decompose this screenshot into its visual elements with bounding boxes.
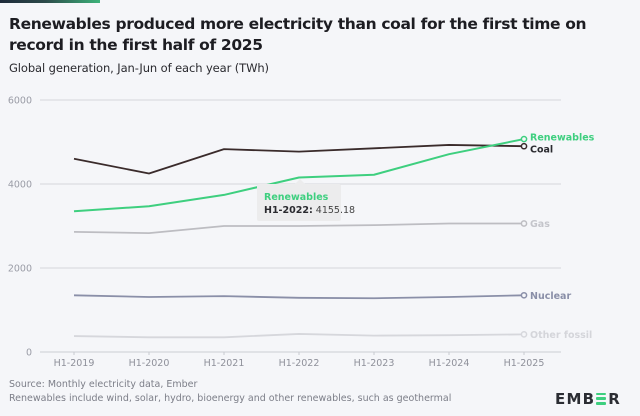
series-endpoint-renewables <box>520 135 528 143</box>
y-tick-label: 0 <box>26 348 32 359</box>
x-tick-label: H1-2024 <box>429 358 470 369</box>
series-label-gas: Gas <box>530 219 550 230</box>
y-tick-label: 4000 <box>8 180 32 191</box>
x-tick-label: H1-2021 <box>204 358 245 369</box>
chart-title: Renewables produced more electricity tha… <box>9 15 587 54</box>
series-endpoint-coal <box>520 142 528 150</box>
x-tick-label: H1-2023 <box>354 358 395 369</box>
logo-green-e-icon <box>596 392 607 405</box>
series-line-nuclear <box>73 294 525 300</box>
tooltip-key: H1-2022: <box>264 205 313 216</box>
chart-subtitle: Global generation, Jan-Jun of each year … <box>9 61 269 75</box>
tooltip: Renewables H1-2022: 4155.18 <box>257 179 355 221</box>
series-label-coal: Coal <box>530 145 553 156</box>
series-line-coal <box>73 144 525 175</box>
accent-bar <box>0 0 100 3</box>
y-tick-label: 6000 <box>8 96 32 107</box>
x-tick-label: H1-2025 <box>504 358 545 369</box>
tooltip-value: 4155.18 <box>312 205 356 216</box>
logo-text-left: EMB <box>555 389 596 408</box>
series-line-renewables <box>73 138 525 213</box>
series-label-other_fossil: Other fossil <box>530 330 592 341</box>
x-axis: H1-2019 H1-2020 H1-2021 H1-2022 H1-2023 H1-20… <box>54 352 545 369</box>
x-tick-label: H1-2019 <box>54 358 95 369</box>
series-line-other_fossil <box>73 333 525 339</box>
tooltip-series: Renewables <box>264 192 329 203</box>
series-line-gas <box>73 222 524 235</box>
series-endpoint-other_fossil <box>520 331 528 338</box>
x-tick-label: H1-2022 <box>279 358 320 369</box>
footer: Source: Monthly electricity data, Ember … <box>9 378 451 406</box>
ember-logo: EMB R <box>555 389 621 408</box>
series-label-nuclear: Nuclear <box>530 291 571 302</box>
tooltip-value-line: H1-2022: 4155.18 <box>264 204 355 217</box>
y-axis-ticks: 0 2000 4000 6000 <box>8 96 32 359</box>
x-tick-label: H1-2020 <box>129 358 170 369</box>
series-label-renewables: Renewables <box>530 133 595 144</box>
series-endpoint-gas <box>520 220 528 227</box>
logo-text-right: R <box>608 389 621 408</box>
y-tick-label: 2000 <box>8 264 32 275</box>
source-note: Source: Monthly electricity data, Ember <box>9 379 198 390</box>
renewables-note: Renewables include wind, solar, hydro, b… <box>9 393 452 404</box>
series-endpoint-nuclear <box>520 291 528 299</box>
series-lines <box>73 135 528 339</box>
